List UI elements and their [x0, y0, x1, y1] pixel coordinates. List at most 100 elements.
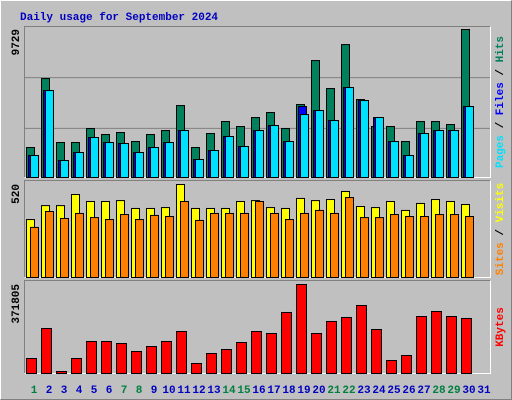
bar [345, 87, 354, 178]
x-tick-label: 12 [192, 385, 205, 397]
bar [420, 133, 429, 178]
x-tick-label: 18 [282, 385, 296, 397]
x-tick-label: 19 [297, 385, 310, 397]
bar [41, 327, 52, 375]
bar [191, 362, 202, 374]
x-tick-label: 5 [91, 385, 98, 397]
x-tick-label: 26 [402, 385, 415, 397]
legend-separator: / [495, 115, 507, 135]
bar [375, 217, 384, 278]
bar [251, 330, 262, 375]
bar [266, 333, 277, 374]
bar [240, 146, 249, 179]
bar [60, 160, 69, 179]
bar [150, 214, 159, 278]
bar [146, 345, 157, 374]
bar [311, 333, 322, 374]
bar [131, 351, 142, 375]
x-tick-label: 7 [121, 385, 128, 397]
x-tick-label: 11 [177, 385, 191, 397]
bar [360, 217, 369, 278]
legend-item: Sites [495, 242, 507, 275]
x-tick-label: 10 [162, 385, 175, 397]
legend-item: Hits [495, 36, 507, 62]
bar [161, 340, 172, 374]
bar [270, 125, 279, 179]
bar [30, 226, 39, 279]
bar [45, 211, 54, 278]
bar [435, 214, 444, 279]
bar [75, 152, 84, 179]
bar [300, 212, 309, 279]
bar [270, 212, 279, 279]
x-tick-label: 31 [477, 385, 491, 397]
x-tick-label: 28 [432, 385, 446, 397]
panel-shadow [24, 280, 491, 374]
bar [165, 142, 174, 179]
y-tick-label: 520 [11, 184, 23, 204]
legend-separator: / [495, 222, 507, 242]
bar [195, 219, 204, 278]
legend-item: Files [495, 82, 507, 115]
bar [176, 330, 187, 375]
bar [105, 219, 114, 279]
bar [101, 340, 112, 374]
chart-title: Daily usage for September 2024 [20, 12, 218, 24]
bar [225, 212, 234, 279]
bar [356, 304, 367, 375]
x-tick-label: 4 [76, 385, 83, 397]
bar [386, 359, 397, 374]
legend: KBytes [495, 307, 507, 347]
bar [375, 117, 384, 178]
bar [300, 114, 309, 179]
bar [225, 136, 234, 178]
bar [281, 311, 292, 375]
bar [255, 200, 264, 278]
x-tick-label: 8 [136, 385, 143, 397]
bar [461, 317, 472, 374]
bar [360, 100, 369, 178]
bar [330, 212, 339, 279]
x-tick-label: 1 [31, 385, 38, 397]
legend-separator: / [495, 62, 507, 82]
x-tick-label: 29 [447, 385, 460, 397]
bar [210, 150, 219, 178]
bar [405, 216, 414, 278]
bar [45, 90, 54, 178]
bar [221, 348, 232, 374]
bar [465, 106, 474, 178]
bar [135, 152, 144, 179]
y-tick-label: 9729 [11, 29, 23, 55]
bar [431, 311, 442, 374]
bar [120, 143, 129, 178]
x-tick-label: 20 [312, 385, 325, 397]
bar [75, 212, 84, 279]
bar [165, 216, 174, 278]
bar [90, 217, 99, 278]
bar [60, 217, 69, 279]
bar [341, 316, 352, 374]
bar [240, 212, 249, 279]
bar [450, 214, 459, 279]
bar [285, 141, 294, 178]
x-tick-label: 16 [252, 385, 265, 397]
x-tick-label: 21 [327, 385, 341, 397]
y-tick-label: 371805 [11, 284, 23, 324]
bar [180, 130, 189, 178]
bar [120, 214, 129, 279]
legend-item: Visits [495, 183, 507, 223]
bar [296, 284, 307, 374]
x-tick-label: 17 [267, 385, 280, 397]
legend-item: Pages [495, 135, 507, 168]
x-tick-label: 24 [372, 385, 386, 397]
bar [390, 214, 399, 279]
x-tick-label: 23 [357, 385, 371, 397]
legend: Sites / Visits [495, 183, 507, 275]
bar [446, 316, 457, 374]
bar [416, 316, 427, 374]
x-tick-label: 15 [237, 385, 251, 397]
bar [371, 329, 382, 375]
x-tick-label: 2 [46, 385, 53, 397]
